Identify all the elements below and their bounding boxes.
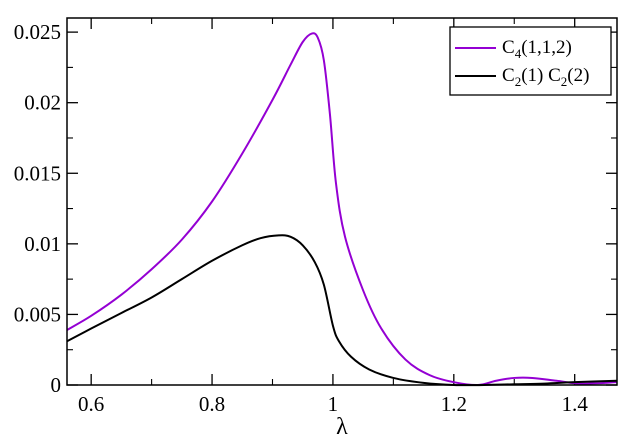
x-tick-label: 1.2 (441, 392, 467, 416)
x-axis-label: λ (336, 414, 348, 439)
legend-box (449, 26, 612, 96)
x-tick-label: 1.4 (562, 392, 589, 416)
legend-label-series-2-rest2: (2) (567, 65, 589, 86)
series-line-1 (66, 32, 618, 387)
y-axis: 0 0.005 0.01 0.015 0.02 0.025 (14, 20, 617, 397)
x-tick-label: 1 (328, 392, 339, 416)
legend-label-series-1-sub: 4 (515, 46, 522, 61)
x-tick-label: 0.8 (199, 392, 225, 416)
y-tick-label: 0.005 (14, 302, 61, 326)
y-tick-label: 0.025 (14, 20, 61, 44)
legend: C4(1,1,2) C2(1) C2(2) (449, 26, 612, 96)
y-tick-label: 0.01 (24, 232, 61, 256)
x-axis: 0.6 0.8 1 1.2 1.4 (78, 18, 588, 416)
y-tick-label: 0 (51, 373, 62, 397)
legend-label-series-2-sub2: 2 (561, 74, 568, 89)
legend-label-series-1-rest: (1,1,2) (521, 37, 572, 58)
legend-label-series-2: C2(1) C2(2) (502, 65, 589, 89)
legend-label-series-2-base: C (502, 65, 515, 86)
x-tick-label: 0.6 (78, 392, 104, 416)
legend-label-series-2-sub: 2 (515, 74, 522, 89)
legend-label-series-1: C4(1,1,2) (502, 37, 572, 61)
y-tick-label: 0.02 (24, 91, 61, 115)
y-tick-label: 0.015 (14, 161, 61, 185)
series-line-2 (66, 234, 618, 387)
plot-frame (66, 17, 618, 386)
legend-label-series-1-base: C (502, 37, 515, 58)
legend-label-series-2-rest: (1) C (521, 65, 561, 86)
